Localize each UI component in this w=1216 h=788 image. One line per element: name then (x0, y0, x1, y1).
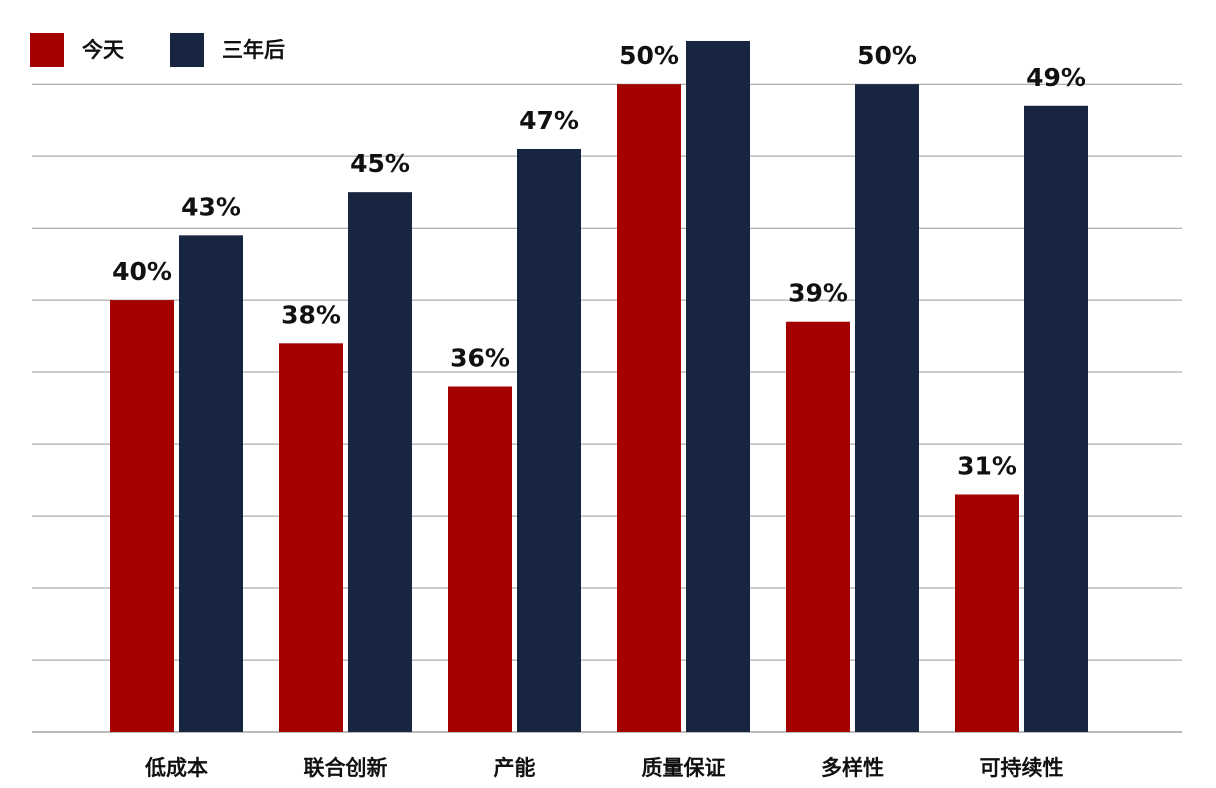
bar (448, 386, 512, 732)
value-label: 50% (619, 41, 679, 70)
x-tick-label: 多样性 (821, 756, 884, 780)
bar (179, 235, 243, 732)
value-label: 47% (519, 106, 579, 135)
value-label: 40% (112, 257, 172, 286)
x-tick-label: 质量保证 (642, 756, 726, 780)
bar (348, 192, 412, 732)
value-label: 31% (957, 451, 1017, 480)
x-tick-label: 联合创新 (304, 756, 388, 780)
bar (855, 84, 919, 732)
x-tick-label: 可持续性 (980, 756, 1064, 780)
bar (617, 84, 681, 732)
x-tick-label: 产能 (494, 756, 536, 780)
legend-swatch (30, 33, 64, 67)
bar (1024, 105, 1088, 732)
value-label: 50% (857, 41, 917, 70)
bar (686, 41, 750, 732)
value-label: 43% (181, 192, 241, 221)
legend-swatch (170, 33, 204, 67)
value-label: 45% (350, 149, 410, 178)
bar (786, 321, 850, 732)
bar (955, 494, 1019, 732)
bar (279, 343, 343, 732)
value-label: 39% (788, 279, 848, 308)
bar (110, 300, 174, 732)
bar (517, 148, 581, 732)
x-tick-label: 低成本 (144, 756, 208, 780)
value-label: 49% (1026, 63, 1086, 92)
legend-label: 今天 (82, 38, 125, 62)
value-label: 36% (450, 344, 510, 373)
value-label: 38% (281, 300, 341, 329)
legend-label: 三年后 (222, 38, 285, 62)
